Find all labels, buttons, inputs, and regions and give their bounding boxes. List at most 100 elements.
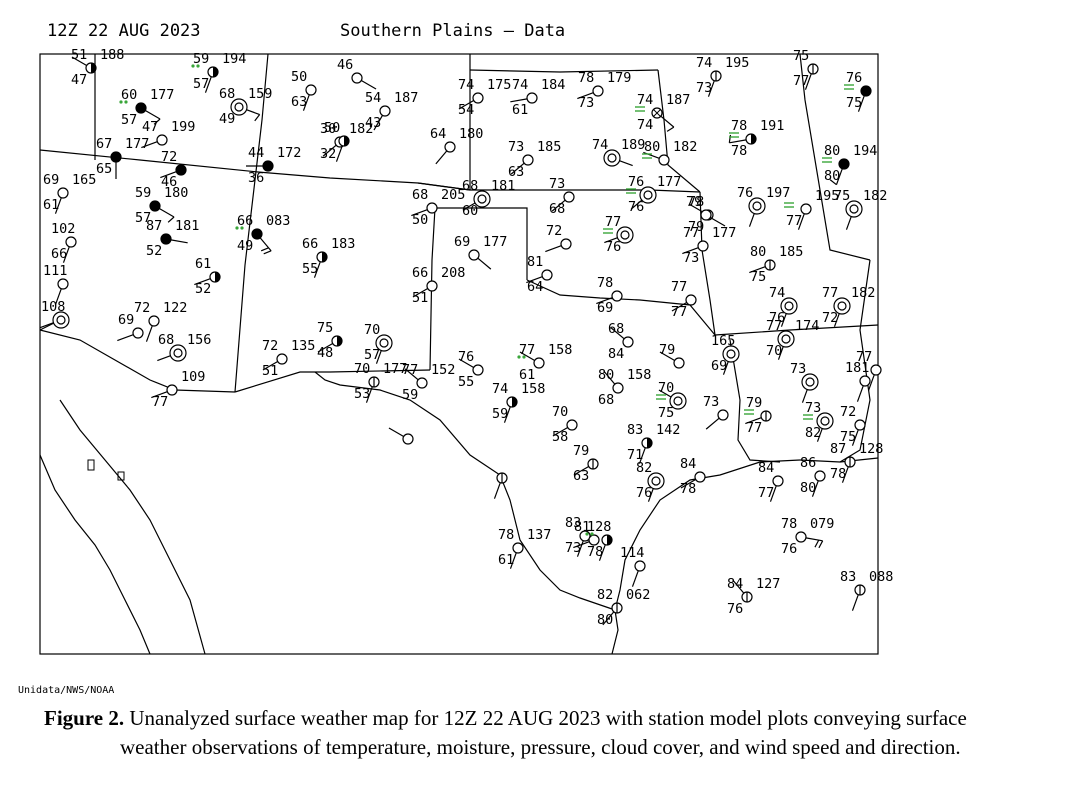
station-plot: 74 158 59: [492, 381, 545, 423]
temperature-label: 72: [262, 338, 278, 354]
sky-cover-icon: [795, 531, 807, 543]
wind-shaft: [631, 570, 639, 587]
temperature-label: 87: [146, 218, 162, 234]
dewpoint-label: 76: [605, 239, 621, 255]
temperature-label: 74: [512, 77, 528, 93]
dewpoint-label: 73: [578, 95, 594, 111]
dewpoint-label: 68: [549, 201, 565, 217]
half-fill: [647, 438, 652, 448]
temperature-label: 67: [96, 136, 112, 152]
dewpoint-label: 32: [320, 146, 336, 162]
half-fill: [322, 252, 327, 262]
sky-cover-icon: [426, 202, 438, 214]
station-plot: 78 079 76: [781, 516, 834, 557]
pressure-label: 158: [627, 367, 651, 383]
station-plot: 76 75: [844, 70, 872, 112]
pressure-label: 180: [459, 126, 483, 142]
wind-shaft: [411, 209, 428, 217]
temperature-label: 84: [727, 576, 743, 592]
temperature-label: 69: [43, 172, 59, 188]
rain-icon: [517, 355, 521, 359]
gulf-coast-east: [799, 457, 879, 463]
station-plot: 81: [573, 519, 600, 549]
pressure-label: 137: [527, 527, 551, 543]
station-plot: 74 76: [769, 285, 798, 327]
wind-shaft: [841, 466, 849, 483]
pressure-label: 158: [521, 381, 545, 397]
half-fill: [213, 67, 218, 77]
wind-shaft: [705, 417, 720, 430]
station-plot: 77 77: [671, 279, 697, 320]
wind-shaft: [204, 76, 212, 93]
wind-shaft: [194, 278, 211, 286]
wind-shaft: [262, 360, 278, 371]
wind-shaft: [373, 115, 384, 131]
station-plot: 72 46: [160, 149, 187, 190]
sky-cover-icon: [65, 236, 77, 248]
station-plot: 80 182: [642, 139, 697, 166]
sky-cover-icon: [592, 85, 604, 97]
wind-shaft: [857, 95, 865, 112]
temperature-label: 84: [680, 456, 696, 472]
oklahoma-panhandle-north: [417, 182, 701, 193]
pressure-label: 195: [815, 188, 839, 204]
missing-mark: [653, 109, 661, 117]
dewpoint-label: 55: [302, 261, 318, 277]
wind-shaft: [749, 266, 766, 274]
dewpoint-label: 77: [746, 420, 762, 436]
sky-cover-icon: [522, 154, 534, 166]
station-plot: 83 088: [840, 569, 893, 611]
station-plot: 75 77: [793, 48, 819, 90]
dewpoint-label: 36: [248, 170, 264, 186]
surface-map: 12Z 22 AUG 2023 Southern Plains – Data: [18, 21, 893, 696]
temperature-label: 60: [121, 87, 137, 103]
dewpoint-label: 71: [627, 447, 643, 463]
gulf-of-california: [59, 399, 206, 655]
station-plot: 60 177 57: [119, 87, 174, 128]
dewpoint-label: 46: [161, 174, 177, 190]
dewpoint-label: 59: [492, 406, 508, 422]
pressure-label: 182: [851, 285, 875, 301]
temperature-label: 66: [302, 236, 318, 252]
dewpoint-label: 78: [587, 544, 603, 560]
dewpoint-label: 54: [458, 102, 474, 118]
pressure-label: 177: [125, 136, 149, 152]
wind-shaft: [477, 257, 492, 270]
station-plot: 64 180: [430, 126, 483, 165]
temperature-label: 86: [800, 455, 816, 471]
temperature-label: 80: [824, 143, 840, 159]
wind-shaft: [458, 358, 474, 369]
dewpoint-label: 70: [766, 343, 782, 359]
wind-shaft: [707, 80, 715, 97]
temperature-label: 68: [412, 187, 428, 203]
station-plot: 66 083 49: [235, 213, 290, 255]
overcast-fill: [839, 159, 849, 169]
dewpoint-label: 76: [727, 601, 743, 617]
wind-shaft: [71, 56, 87, 67]
station-plot: 77 158 61: [517, 342, 572, 383]
dewpoint-label: 52: [146, 243, 162, 259]
temperature-label: 73: [549, 176, 565, 192]
inner-ring: [620, 230, 630, 240]
wind-shaft: [671, 301, 687, 312]
inner-ring: [379, 338, 389, 348]
pressure-label: 122: [163, 300, 187, 316]
sky-cover-icon: [563, 191, 575, 203]
dewpoint-label: 77: [671, 304, 687, 320]
state-boundaries: [39, 53, 879, 655]
sky-cover-icon: [533, 357, 545, 369]
wind-shaft: [660, 115, 675, 128]
wind-shaft: [302, 94, 310, 111]
dewpoint-label: 57: [193, 76, 209, 92]
wind-shaft: [867, 374, 875, 391]
dewpoint-label: 57: [364, 347, 380, 363]
dewpoint-label: 73: [565, 540, 581, 556]
dewpoint-label: 55: [458, 374, 474, 390]
dewpoint-label: 80: [597, 612, 613, 628]
temperature-label: 61: [195, 256, 211, 272]
rain-icon: [522, 355, 526, 359]
temperature-label: 54: [365, 90, 381, 106]
station-plot: 59 180 57: [135, 185, 188, 226]
station-plot: 70 75: [656, 380, 687, 421]
